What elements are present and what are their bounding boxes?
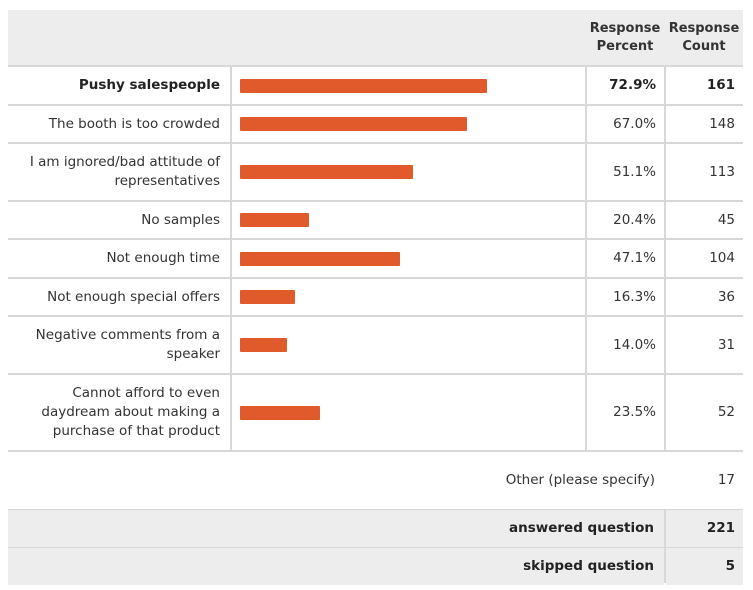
row-percent: 72.9% [587, 67, 664, 104]
bar [240, 338, 288, 352]
bar [240, 290, 296, 304]
row-label: No samples [8, 202, 230, 238]
row-percent: 20.4% [587, 202, 664, 238]
row-label: I am ignored/bad attitude of representat… [8, 144, 230, 200]
row-percent: 47.1% [587, 240, 664, 277]
row-percent: 16.3% [587, 279, 664, 315]
answered-label: answered question [8, 510, 664, 547]
bar [240, 213, 310, 227]
other-count: 17 [666, 452, 743, 509]
row-count: 148 [666, 106, 743, 142]
row-label: Not enough special offers [8, 279, 230, 315]
row-label: Cannot afford to even daydream about mak… [8, 375, 230, 450]
row-count: 31 [666, 317, 743, 373]
header-percent: Response Percent [585, 10, 665, 65]
row-percent: 14.0% [587, 317, 664, 373]
bar [240, 405, 320, 420]
bar [240, 117, 468, 131]
row-count: 45 [666, 202, 743, 238]
row-label: The booth is too crowded [8, 106, 230, 142]
row-percent: 67.0% [587, 106, 664, 142]
bar [240, 78, 488, 93]
skipped-label: skipped question [8, 548, 664, 585]
row-count: 52 [666, 375, 743, 450]
row-count: 161 [666, 67, 743, 104]
row-count: 104 [666, 240, 743, 277]
header-count: Response Count [665, 10, 743, 65]
bar [240, 251, 400, 266]
bar [240, 165, 414, 179]
row-percent: 23.5% [587, 375, 664, 450]
survey-table: Response Percent Response Count Pushy sale… [8, 10, 743, 585]
row-percent: 51.1% [587, 144, 664, 200]
answered-count: 221 [666, 510, 743, 547]
bar-cell [232, 317, 585, 373]
row-label: Negative comments from a speaker [8, 317, 230, 373]
row-label: Not enough time [8, 240, 230, 277]
row-label: Pushy salespeople [8, 67, 230, 104]
row-count: 36 [666, 279, 743, 315]
header-blank [8, 10, 585, 65]
row-count: 113 [666, 144, 743, 200]
other-label: Other (please specify) [8, 452, 665, 509]
skipped-count: 5 [666, 548, 743, 585]
